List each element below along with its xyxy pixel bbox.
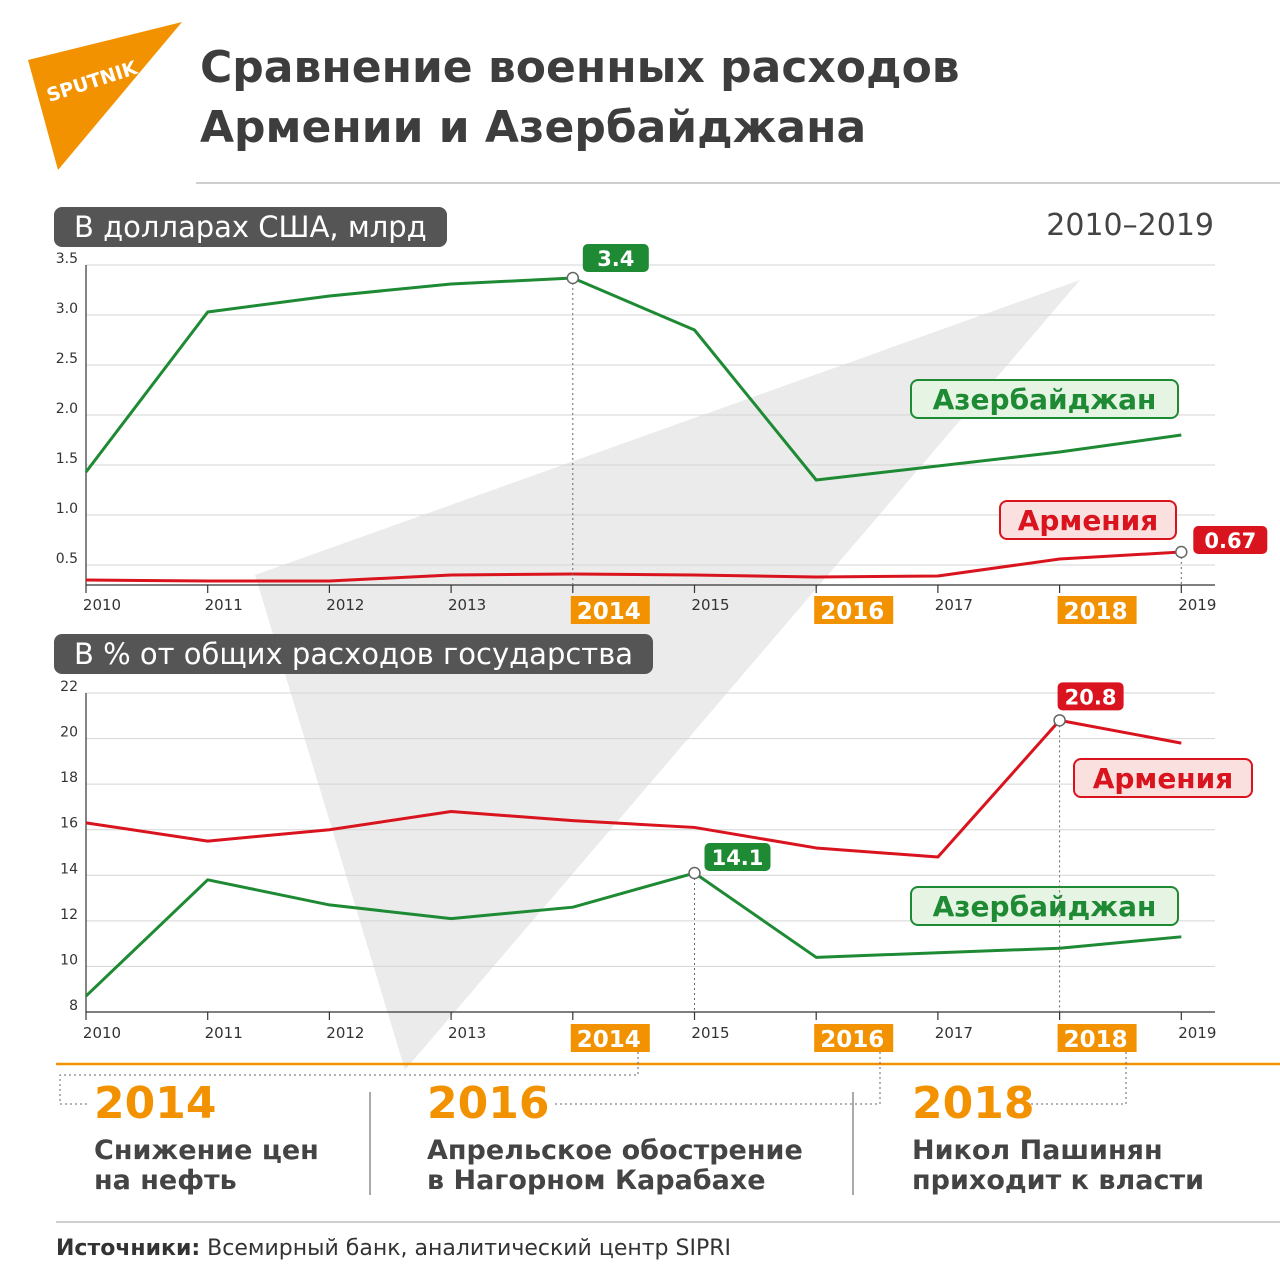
event-desc-line: в Нагорном Карабахе (427, 1165, 766, 1196)
event-desc-line: Никол Пашинян (912, 1135, 1163, 1166)
legend-box (1073, 758, 1253, 798)
x-tick-label: 2015 (691, 596, 729, 614)
y-tick-label: 1.0 (56, 501, 78, 517)
annotation-point (566, 271, 580, 285)
y-tick-label: 0.5 (56, 551, 78, 567)
y-tick-label: 14 (60, 861, 78, 877)
y-tick-label: 8 (69, 998, 78, 1014)
x-tick-label: 2017 (935, 596, 973, 614)
x-tick-label-highlight: 2018 (1064, 599, 1128, 625)
x-tick-label: 2017 (935, 1024, 973, 1042)
x-tick-label: 2019 (1178, 596, 1216, 614)
y-tick-label: 20 (60, 725, 78, 741)
chart1-title: В долларах США, млрд (54, 207, 447, 247)
x-tick-label: 2012 (326, 596, 364, 614)
x-tick-label: 2011 (205, 596, 243, 614)
legend-label: Азербайджан (933, 890, 1157, 923)
source-note: Источники: Всемирный банк, аналитический… (56, 1236, 731, 1261)
data-label: 3.4 (597, 247, 634, 271)
y-tick-label: 3.5 (56, 251, 78, 267)
chart-usd-billion: 0.5 1.0 1.5 2.0 2.5 3.0 3.5 2010 2011 2012 2013 201… (56, 244, 1268, 625)
annotation-point (1053, 714, 1066, 727)
y-tick-label: 1.5 (56, 451, 78, 467)
data-label-box (582, 244, 649, 272)
x-tick-label: 2013 (448, 1024, 486, 1042)
data-label: 20.8 (1065, 685, 1117, 709)
event-desc-2014: Снижение цен на нефть (94, 1136, 319, 1196)
x-tick-label-highlight: 2014 (577, 1027, 641, 1053)
period-label: 2010–2019 (1046, 208, 1214, 243)
data-label: 0.67 (1204, 529, 1256, 553)
chart-percent-of-spending: 8 10 12 14 16 18 20 22 2010 2011 2012 2013 2014 2015 2… (60, 679, 1253, 1053)
event-2014-connector (59, 1052, 639, 1105)
x-tick-label: 2013 (448, 596, 486, 614)
y-tick-label: 22 (60, 679, 78, 695)
highlight-year-box (570, 596, 650, 624)
legend-label: Армения (1093, 762, 1234, 795)
series-line-armenia (85, 550, 1182, 583)
event-desc-line: Снижение цен (94, 1135, 319, 1166)
source-text: Всемирный банк, аналитический центр SIPR… (200, 1236, 732, 1261)
event-desc-2018: Никол Пашинян приходит к власти (912, 1136, 1204, 1196)
x-tick-label: 2015 (691, 1024, 729, 1042)
x-tick-label-highlight: 2016 (820, 1027, 884, 1053)
legend-box (910, 379, 1179, 419)
highlight-year-box (1057, 1024, 1137, 1052)
y-tick-label: 10 (60, 952, 78, 968)
highlight-year-box (814, 596, 894, 624)
x-tick-label-highlight: 2014 (577, 599, 641, 625)
legend-label: Азербайджан (933, 383, 1157, 416)
data-label-box (1057, 682, 1124, 711)
series-line-azerbaijan (84, 871, 1182, 998)
x-tick-label-highlight: 2016 (820, 599, 884, 625)
chart2-title: В % от общих расходов государства (54, 634, 654, 674)
series-line-azerbaijan (84, 276, 1182, 482)
title-line-1: Сравнение военных расходов (200, 42, 960, 93)
highlight-year-box (814, 1024, 894, 1052)
x-tick-label: 2012 (326, 1024, 364, 1042)
event-desc-line: приходит к власти (912, 1165, 1205, 1196)
event-year-2018: 2018 (912, 1078, 1035, 1129)
series-line-armenia (85, 718, 1182, 859)
y-tick-label: 18 (60, 770, 78, 786)
event-2018-connector (1030, 1052, 1127, 1105)
highlight-year-box (570, 1024, 650, 1052)
y-tick-label: 2.5 (56, 351, 78, 367)
watermark-logo (255, 280, 1080, 1070)
title-line-2: Армении и Азербайджана (200, 102, 867, 153)
data-label-box (1193, 526, 1268, 554)
x-tick-label: 2019 (1178, 1024, 1216, 1042)
x-tick-label: 2010 (83, 596, 121, 614)
annotation-point (1175, 545, 1188, 559)
event-year-2014: 2014 (94, 1078, 217, 1129)
event-desc-2016: Апрельское обострение в Нагорном Карабах… (427, 1136, 803, 1196)
x-tick-label-highlight: 2018 (1064, 1027, 1128, 1053)
legend-label: Армения (1018, 504, 1159, 537)
data-label: 14.1 (712, 846, 764, 870)
x-tick-label: 2011 (205, 1024, 243, 1042)
event-desc-line: Апрельское обострение (427, 1135, 803, 1166)
event-desc-line: на нефть (94, 1165, 237, 1196)
events-connectors (56, 1052, 1280, 1195)
event-year-2016: 2016 (427, 1078, 550, 1129)
sputnik-logo: SPUTNIK (28, 22, 182, 170)
page-title: Сравнение военных расходов Армении и Азе… (200, 38, 960, 158)
source-label: Источники: (56, 1236, 201, 1261)
event-2016-connector (555, 1052, 881, 1105)
legend-box (999, 500, 1177, 540)
y-tick-label: 16 (60, 816, 78, 832)
legend-box (910, 886, 1179, 926)
data-label-box (704, 843, 771, 872)
y-tick-label: 12 (60, 907, 78, 923)
y-tick-label: 2.0 (56, 401, 78, 417)
y-tick-label: 3.0 (56, 301, 78, 317)
highlight-year-box (1057, 596, 1137, 624)
annotation-point (688, 866, 701, 880)
x-tick-label: 2010 (83, 1024, 121, 1042)
